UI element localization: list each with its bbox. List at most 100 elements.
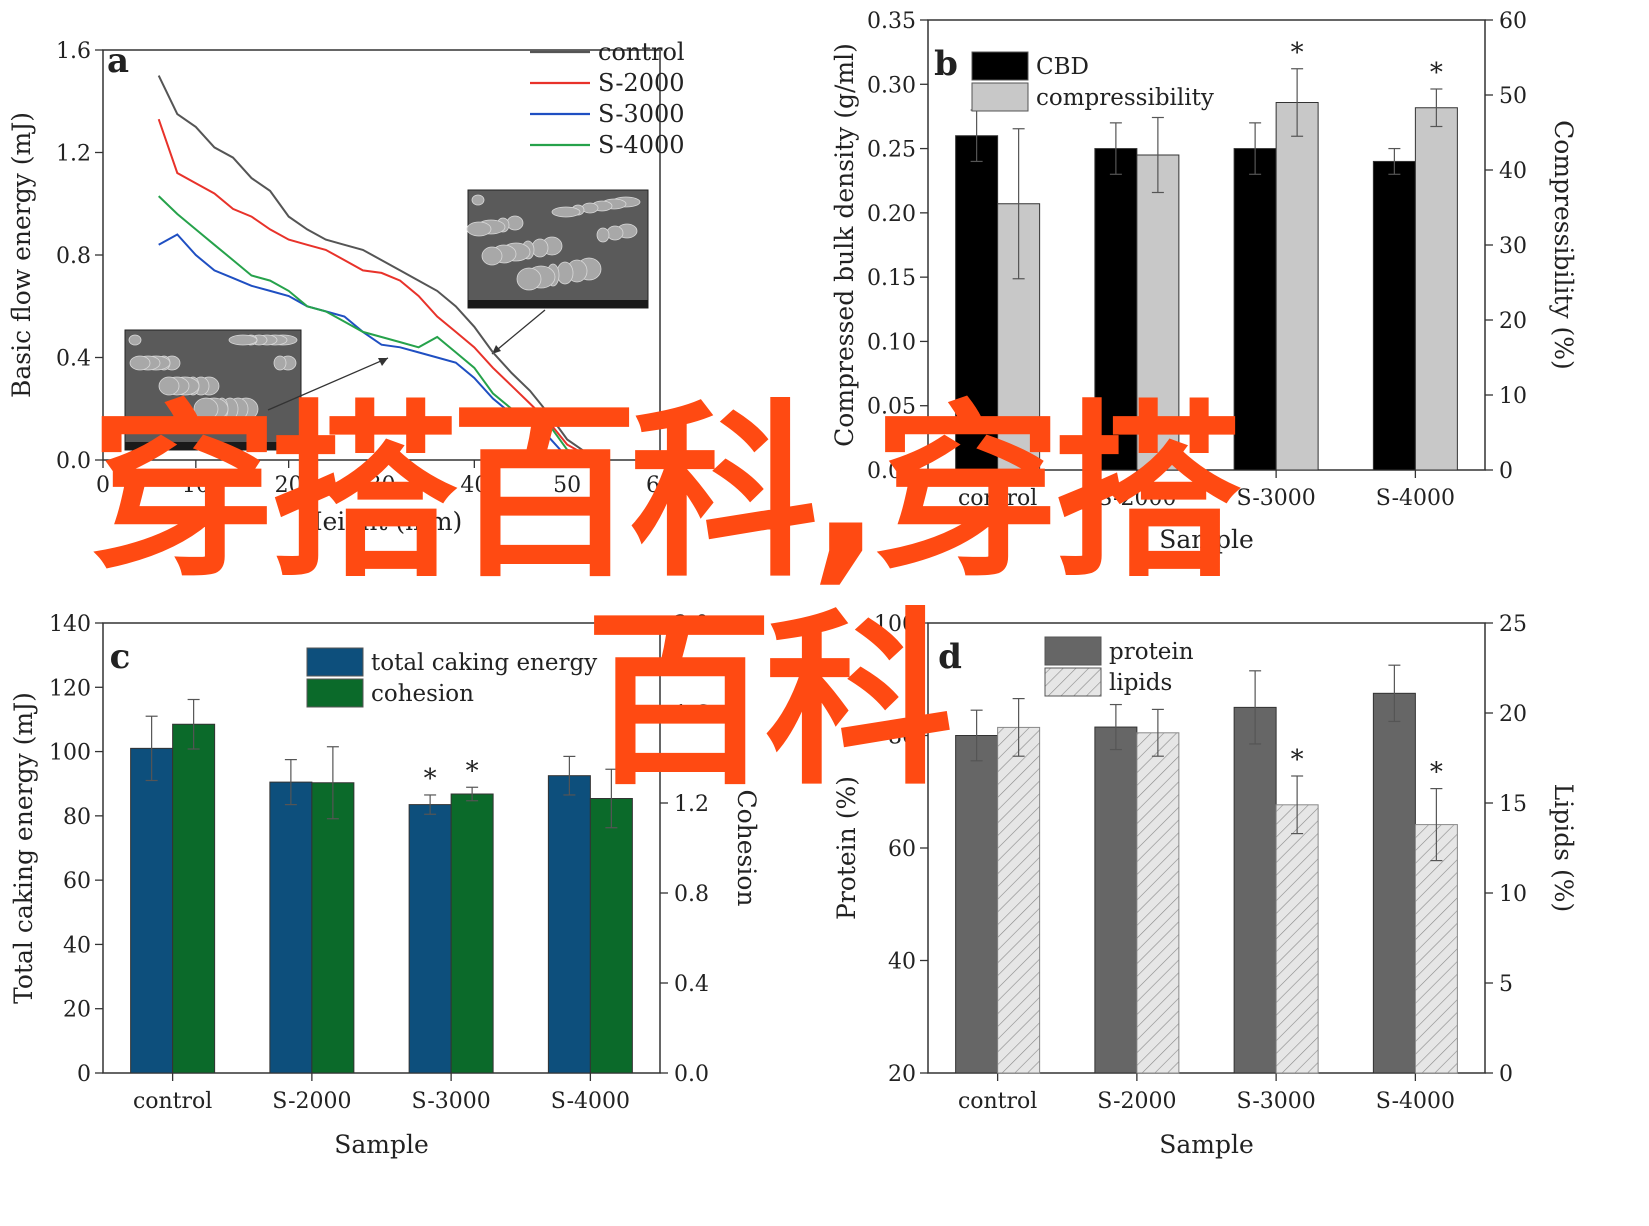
x-tick-label: S-2000 <box>1097 486 1176 511</box>
y-axis-label: Basic flow energy (mJ) <box>7 112 36 398</box>
sem-particle <box>158 376 180 396</box>
bar-protein <box>955 735 999 1074</box>
bar-total-caking-energy <box>269 781 313 1074</box>
sem-particle <box>129 355 151 371</box>
legend-label: protein <box>1109 639 1194 665</box>
y2-axis-label: Compressibility (%) <box>1549 120 1578 370</box>
bar-compressibility <box>1414 107 1458 471</box>
y2-tick-label: 1.6 <box>674 702 709 727</box>
panel-b-bar-chart: b 0.00 0.05 0.10 0.15 0.20 0.25 0.30 0.35 0 10 20 30… <box>830 9 1578 554</box>
watermark-line-2: 百科 <box>585 592 953 811</box>
legend-swatch-protein <box>1044 636 1102 666</box>
sem-particle <box>551 206 581 218</box>
legend-label: S-2000 <box>598 69 685 97</box>
x-tick-label: control <box>958 486 1037 511</box>
x-tick-label: 30 <box>368 473 396 498</box>
bar-cbd <box>1372 160 1416 471</box>
x-tick-label: 10 <box>182 473 210 498</box>
sem-particle <box>581 202 599 214</box>
y-axis-label: Compressed bulk density (g/ml) <box>830 43 859 447</box>
legend-label: S-3000 <box>598 100 685 128</box>
y2-tick-label: 15 <box>1499 792 1527 817</box>
bar-total-caking-energy <box>130 747 174 1074</box>
sem-particle <box>273 355 287 371</box>
x-tick-label: control <box>958 1089 1037 1114</box>
y2-tick-label: 0.4 <box>674 972 709 997</box>
significance-marker: * <box>1291 745 1304 775</box>
x-tick-label: S-4000 <box>1376 486 1455 511</box>
legend-label: total caking energy <box>371 650 597 676</box>
panel-d-bar-chart: d 20 40 60 80 100 0 5 10 15 20 25 control S-2000 S-300… <box>832 612 1578 1159</box>
bar-compressibility <box>1275 102 1319 471</box>
inset-arrow-right <box>491 309 546 355</box>
y2-tick-label: 1.2 <box>674 792 709 817</box>
significance-marker: * <box>424 764 437 794</box>
x-tick-label: control <box>133 1089 212 1114</box>
x-tick-label: 0 <box>96 473 110 498</box>
x-tick-label: S-3000 <box>411 1089 490 1114</box>
y-tick-label: 0.25 <box>867 138 916 163</box>
y-tick-label: 140 <box>49 612 91 637</box>
legend-label: control <box>598 38 685 66</box>
sem-particle <box>556 261 574 285</box>
bar-cohesion <box>450 793 494 1074</box>
x-tick-label: S-3000 <box>1236 1089 1315 1114</box>
bar-compressibility <box>1136 154 1180 471</box>
y-tick-label: 1.6 <box>56 39 91 64</box>
x-axis-label: Height (mm) <box>301 507 463 536</box>
y2-tick-label: 0 <box>1499 459 1513 484</box>
significance-marker: * <box>1291 38 1304 68</box>
sem-particle <box>531 238 549 258</box>
x-tick-label: S-4000 <box>1376 1089 1455 1114</box>
legend-label: compressibility <box>1036 85 1214 111</box>
y-tick-label: 80 <box>63 805 91 830</box>
sem-particle <box>596 227 610 243</box>
bar-cohesion <box>172 723 216 1074</box>
sem-image-inset-right <box>466 189 649 309</box>
legend-swatch-total-caking-energy <box>306 647 364 677</box>
y-tick-label: 20 <box>888 1062 916 1087</box>
y-tick-label: 80 <box>888 725 916 750</box>
y-tick-label: 0.0 <box>56 449 91 474</box>
bar-cohesion <box>311 782 355 1074</box>
y2-tick-label: 30 <box>1499 234 1527 259</box>
y-tick-label: 0.30 <box>867 73 916 98</box>
bar-protein <box>1372 692 1416 1074</box>
legend-swatch-lipids <box>1044 667 1102 697</box>
y2-tick-label: 2.0 <box>674 612 709 637</box>
sem-particle <box>128 334 142 346</box>
inset-arrow-right-head <box>492 345 501 354</box>
inset-arrow-left-head <box>378 358 388 366</box>
y-tick-label: 0.05 <box>867 395 916 420</box>
inset-arrow-left <box>267 357 389 411</box>
sem-info-bar <box>468 300 648 308</box>
x-axis-label: Sample <box>334 1130 429 1159</box>
y-tick-label: 40 <box>63 933 91 958</box>
x-tick-label: S-3000 <box>1236 486 1315 511</box>
panel-letter: c <box>110 637 131 677</box>
sem-particle <box>516 267 542 291</box>
y-tick-label: 0 <box>77 1062 91 1087</box>
sem-info-bar <box>125 442 301 450</box>
legend-swatch-cohesion <box>306 678 364 708</box>
y2-axis-label: Lipids (%) <box>1549 784 1578 913</box>
y2-tick-label: 10 <box>1499 882 1527 907</box>
y-tick-label: 60 <box>63 869 91 894</box>
bar-lipids <box>997 726 1041 1074</box>
sem-particle <box>506 215 524 231</box>
plot-frame <box>102 622 661 1074</box>
sem-particle <box>466 221 492 237</box>
watermark-line-1: 穿搭百科,穿搭 <box>90 384 1241 603</box>
y2-tick-label: 25 <box>1499 612 1527 637</box>
bar-protein <box>1233 706 1277 1074</box>
sem-particle <box>228 334 258 346</box>
bar-cohesion <box>589 798 633 1074</box>
sem-particle <box>606 225 624 241</box>
y-tick-label: 1.2 <box>56 142 91 167</box>
x-tick-label: S-2000 <box>272 1089 351 1114</box>
x-tick-label: 60 <box>646 473 674 498</box>
y-tick-label: 0.4 <box>56 347 91 372</box>
y2-tick-label: 50 <box>1499 84 1527 109</box>
legend-label: cohesion <box>371 681 474 707</box>
